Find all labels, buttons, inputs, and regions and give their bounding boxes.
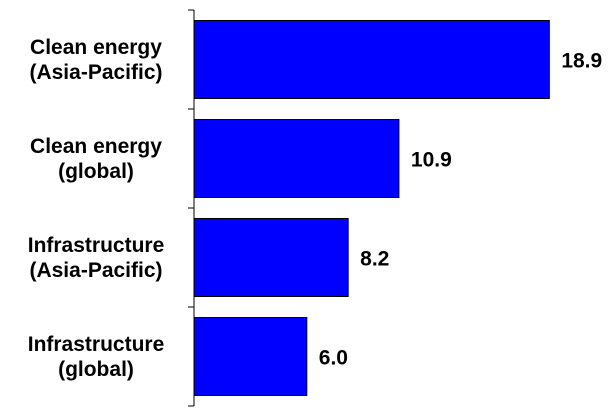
value-label: 18.9 <box>561 50 602 73</box>
y-axis-ticks <box>188 9 194 407</box>
category-label: Infrastructure (Asia-Pacific) <box>28 234 165 282</box>
category-label-line: Infrastructure <box>28 234 165 257</box>
value-labels: 18.9 10.9 8.2 6.0 <box>319 50 602 370</box>
bars-group <box>193 20 550 396</box>
category-label-line: (Asia-Pacific) <box>29 259 162 282</box>
bar <box>193 317 308 396</box>
category-labels: Clean energy (Asia-Pacific)Clean energy (g… <box>28 36 165 381</box>
value-label: 6.0 <box>319 347 348 370</box>
bar <box>193 20 550 99</box>
bar <box>193 119 400 198</box>
value-label: 10.9 <box>411 149 452 172</box>
category-label-line: (global) <box>58 160 134 183</box>
category-label-line: (global) <box>58 358 134 381</box>
category-label: Clean energy (Asia-Pacific) <box>29 36 162 84</box>
bar <box>193 218 349 297</box>
value-label: 8.2 <box>360 248 389 271</box>
category-label-line: Infrastructure <box>28 333 165 356</box>
category-label: Clean energy (global) <box>30 135 162 183</box>
category-label-line: (Asia-Pacific) <box>29 61 162 84</box>
category-label: Infrastructure (global) <box>28 333 165 381</box>
category-label-line: Clean energy <box>30 135 162 158</box>
category-label-line: Clean energy <box>30 36 162 59</box>
